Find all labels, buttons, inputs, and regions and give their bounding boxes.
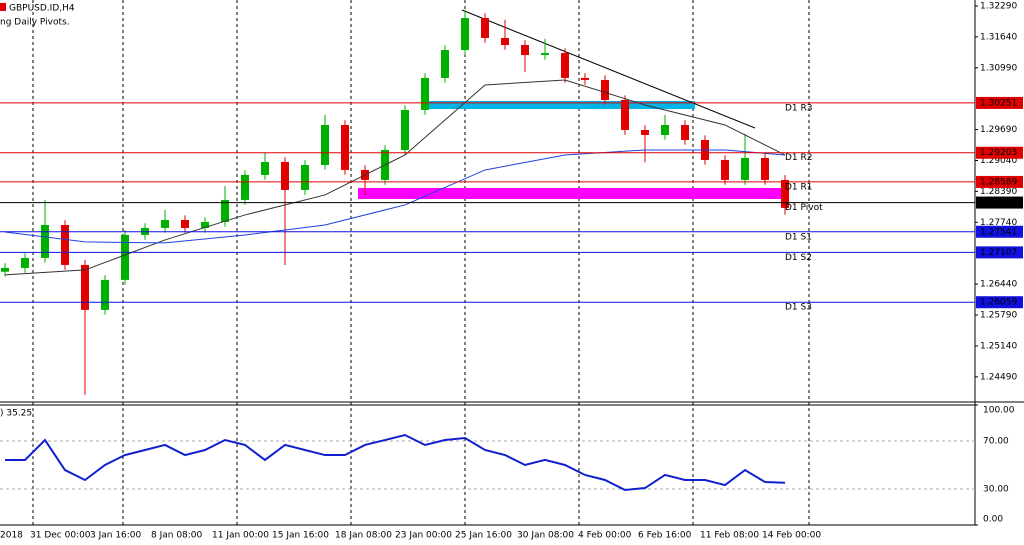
pivot-name: D1 R1 — [785, 182, 813, 192]
candle-body — [521, 44, 529, 56]
price-tag — [976, 146, 1023, 159]
candle-body — [421, 77, 429, 110]
x-tick-label: 25 Jan 16:00 — [455, 531, 512, 541]
candle-body — [301, 164, 309, 190]
candle-body — [781, 179, 789, 208]
x-tick-label: 23 Jan 00:00 — [395, 531, 452, 541]
candle-body — [481, 18, 489, 38]
price-tag-label: 1.28589 — [980, 177, 1017, 187]
y-tick-label: 1.27740 — [980, 218, 1017, 228]
candle-body — [461, 18, 469, 51]
candle-body — [581, 77, 589, 80]
rsi-label: ) 35.25 — [0, 409, 32, 419]
price-tag-label: 1.28155 — [980, 198, 1017, 208]
price-tag — [976, 296, 1023, 309]
moving-average — [4, 149, 786, 244]
candle-body — [201, 221, 209, 228]
candle-body — [161, 219, 169, 228]
x-tick-label: 11 Jan 00:00 — [212, 531, 269, 541]
candle-body — [41, 224, 49, 258]
moving-average — [4, 79, 786, 276]
candle-body — [261, 161, 269, 175]
trend-line — [461, 9, 756, 129]
x-tick-label: 31 Dec 00:00 — [30, 531, 91, 541]
price-tag-label: 1.27541 — [980, 227, 1017, 237]
price-tag — [976, 196, 1023, 209]
candle-body — [661, 124, 669, 135]
y-tick-label: 1.26440 — [980, 280, 1017, 290]
y-tick-label: 1.30990 — [980, 63, 1017, 73]
rsi-tick-label: 70.00 — [983, 437, 1009, 447]
price-tag-label: 1.29203 — [980, 148, 1017, 158]
price-tag-label: 1.30251 — [980, 98, 1017, 108]
x-tick-label: 6 Feb 16:00 — [638, 531, 692, 541]
candle-body — [1, 267, 9, 272]
y-tick-label: 1.28390 — [980, 187, 1017, 197]
y-tick-label: 1.25140 — [980, 341, 1017, 351]
candle-body — [541, 53, 549, 56]
candle-body — [721, 159, 729, 180]
candle-body — [501, 37, 509, 45]
candle-body — [341, 124, 349, 170]
pivot-name: D1 Pivot — [785, 203, 823, 213]
pivot-name: D1 S3 — [785, 303, 812, 313]
x-tick-label: 8 Jan 08:00 — [151, 531, 203, 541]
y-tick-label: 1.24490 — [980, 372, 1017, 382]
candle-body — [21, 257, 29, 268]
candle-body — [561, 53, 569, 78]
candle-body — [81, 264, 89, 310]
rsi-tick-label: 0.00 — [983, 515, 1003, 525]
indicator-name: ng Daily Pivots. — [0, 18, 70, 28]
candle-body — [621, 99, 629, 130]
candle-body — [681, 124, 689, 140]
pivot-name: D1 S1 — [785, 232, 812, 242]
pivot-name: D1 R2 — [785, 153, 813, 163]
rsi-line — [5, 433, 786, 491]
price-tag — [976, 96, 1023, 109]
zone-cyan — [427, 101, 695, 109]
candle-body — [761, 157, 769, 180]
x-tick-label: 18 Jan 08:00 — [335, 531, 392, 541]
price-tag-label: 1.26059 — [980, 298, 1017, 308]
rsi-tick-label: 100.00 — [983, 406, 1015, 416]
candle-body — [121, 234, 129, 280]
candle-body — [181, 219, 189, 228]
y-tick-label: 1.31640 — [980, 32, 1017, 42]
y-tick-label: 1.25790 — [980, 310, 1017, 320]
candle-body — [241, 174, 249, 200]
rsi-tick-label: 30.00 — [983, 485, 1009, 495]
x-tick-label: 14 Feb 00:00 — [762, 531, 821, 541]
x-tick-label: 15 Jan 16:00 — [272, 531, 329, 541]
candle-body — [401, 109, 409, 150]
price-tag — [976, 175, 1023, 188]
y-tick-label: 1.29690 — [980, 125, 1017, 135]
candle-body — [741, 157, 749, 180]
zone-magenta — [358, 188, 785, 199]
price-tag — [976, 246, 1023, 259]
candle-body — [221, 199, 229, 222]
y-tick-label: 1.32290 — [980, 1, 1017, 11]
candle-body — [601, 79, 609, 100]
candle-body — [321, 124, 329, 165]
pivot-name: D1 R3 — [785, 103, 813, 113]
candle-body — [101, 279, 109, 310]
x-tick-label: 4 Feb 00:00 — [578, 531, 632, 541]
y-tick-label: 1.29040 — [980, 156, 1017, 166]
candle-body — [641, 129, 649, 135]
chart-title: GBPUSD.ID,H4 — [9, 4, 75, 14]
candle-body — [441, 50, 449, 78]
price-tag-label: 1.27107 — [980, 248, 1017, 258]
x-tick-label: 30 Jan 08:00 — [517, 531, 574, 541]
candle-body — [61, 224, 69, 265]
symbol-icon — [0, 3, 6, 11]
price-tag — [976, 225, 1023, 238]
pivot-name: D1 S2 — [785, 253, 812, 263]
x-tick-label: 3 Jan 16:00 — [90, 531, 142, 541]
x-tick-label: 2018 — [0, 531, 23, 541]
candle-body — [281, 161, 289, 190]
x-tick-label: 11 Feb 08:00 — [700, 531, 759, 541]
